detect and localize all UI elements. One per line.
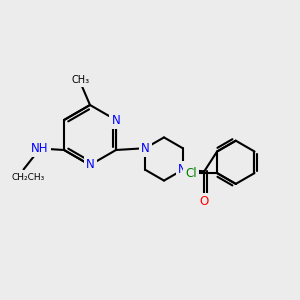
- Text: O: O: [200, 195, 209, 208]
- Text: CH₃: CH₃: [72, 75, 90, 85]
- Text: N: N: [141, 142, 150, 155]
- Text: N: N: [85, 158, 94, 172]
- Text: NH: NH: [31, 142, 49, 155]
- Text: N: N: [112, 113, 120, 127]
- Text: CH₂CH₃: CH₂CH₃: [11, 172, 45, 182]
- Text: Cl: Cl: [185, 167, 197, 180]
- Text: N: N: [178, 163, 187, 176]
